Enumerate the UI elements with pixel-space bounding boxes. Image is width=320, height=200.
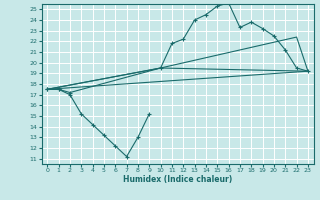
X-axis label: Humidex (Indice chaleur): Humidex (Indice chaleur) (123, 175, 232, 184)
